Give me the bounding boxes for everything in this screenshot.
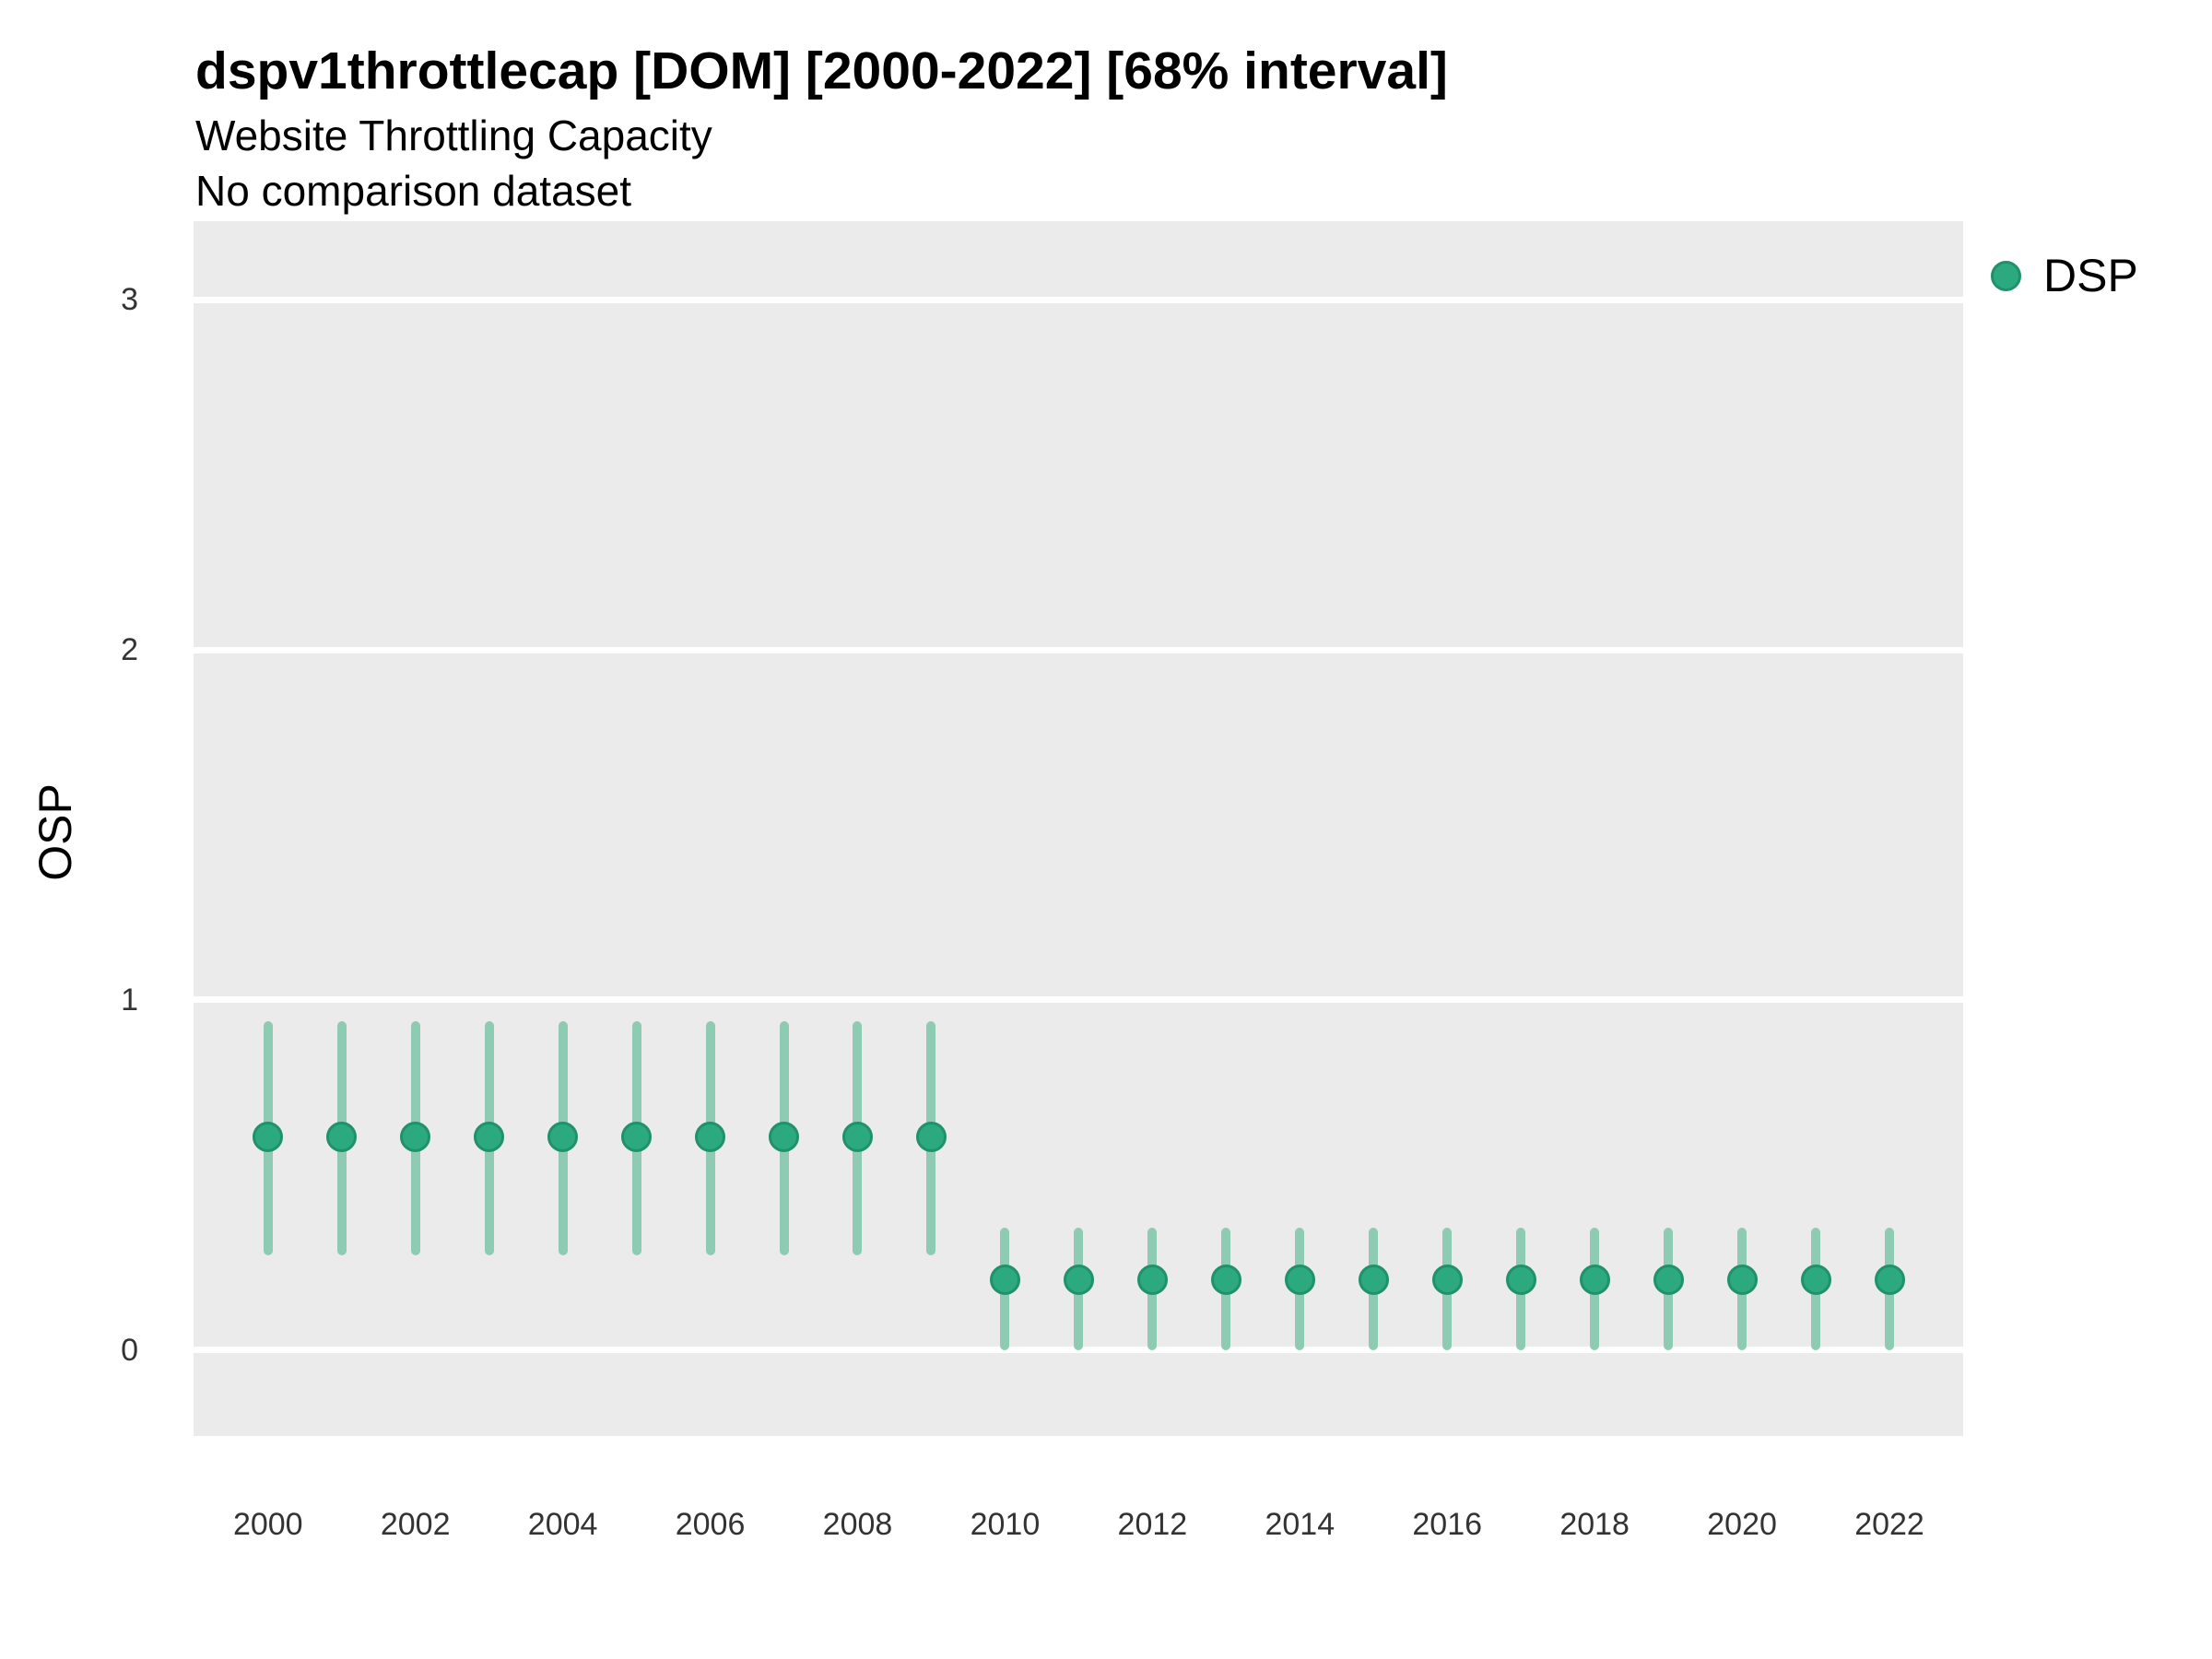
gridline-y-3 bbox=[194, 296, 1963, 303]
data-point-2020 bbox=[1726, 1265, 1758, 1296]
data-point-2005 bbox=[621, 1121, 653, 1152]
data-point-2021 bbox=[1800, 1265, 1831, 1296]
data-point-2008 bbox=[841, 1121, 873, 1152]
data-point-2014 bbox=[1284, 1265, 1315, 1296]
data-point-2016 bbox=[1431, 1265, 1463, 1296]
chart-subtitle: Website Throttling Capacity bbox=[195, 112, 712, 159]
data-point-2009 bbox=[915, 1121, 947, 1152]
y-tick-label-3: 3 bbox=[121, 282, 138, 318]
y-tick-label-2: 2 bbox=[121, 632, 138, 668]
legend-label: DSP bbox=[2043, 250, 2138, 301]
x-tick-label-2012: 2012 bbox=[1117, 1507, 1188, 1542]
data-point-2022 bbox=[1874, 1265, 1905, 1296]
data-point-2012 bbox=[1136, 1265, 1168, 1296]
x-tick-label-2006: 2006 bbox=[675, 1507, 746, 1542]
plot-panel bbox=[194, 221, 1963, 1436]
x-tick-label-2000: 2000 bbox=[232, 1507, 303, 1542]
y-axis-title: OSP bbox=[29, 783, 81, 881]
data-point-2004 bbox=[547, 1121, 579, 1152]
gridline-y-0 bbox=[194, 1347, 1963, 1354]
data-point-2013 bbox=[1210, 1265, 1241, 1296]
y-tick-label-0: 0 bbox=[121, 1332, 138, 1368]
gridline-y-1 bbox=[194, 996, 1963, 1004]
x-tick-label-2018: 2018 bbox=[1559, 1507, 1630, 1542]
data-point-2001 bbox=[326, 1121, 358, 1152]
x-tick-label-2016: 2016 bbox=[1412, 1507, 1483, 1542]
x-tick-label-2010: 2010 bbox=[970, 1507, 1041, 1542]
gridline-y-2 bbox=[194, 646, 1963, 653]
x-tick-label-2002: 2002 bbox=[380, 1507, 451, 1542]
data-point-2000 bbox=[253, 1121, 284, 1152]
x-tick-label-2020: 2020 bbox=[1707, 1507, 1777, 1542]
x-tick-label-2022: 2022 bbox=[1854, 1507, 1924, 1542]
data-point-2003 bbox=[474, 1121, 505, 1152]
x-tick-label-2004: 2004 bbox=[527, 1507, 598, 1542]
chart-note: No comparison dataset bbox=[195, 167, 632, 215]
chart-title: dspv1throttlecap [DOM] [2000-2022] [68% … bbox=[195, 41, 1448, 100]
x-tick-label-2014: 2014 bbox=[1265, 1507, 1335, 1542]
data-point-2010 bbox=[989, 1265, 1020, 1296]
y-tick-label-1: 1 bbox=[121, 982, 138, 1018]
data-point-2007 bbox=[769, 1121, 800, 1152]
data-point-2019 bbox=[1653, 1265, 1684, 1296]
data-point-2015 bbox=[1358, 1265, 1389, 1296]
x-tick-label-2008: 2008 bbox=[822, 1507, 893, 1542]
data-point-2011 bbox=[1063, 1265, 1094, 1296]
legend: DSP bbox=[1991, 251, 2138, 300]
legend-marker-icon bbox=[1991, 260, 2021, 291]
data-point-2002 bbox=[400, 1121, 431, 1152]
data-point-2017 bbox=[1505, 1265, 1536, 1296]
data-point-2006 bbox=[695, 1121, 726, 1152]
data-point-2018 bbox=[1579, 1265, 1610, 1296]
